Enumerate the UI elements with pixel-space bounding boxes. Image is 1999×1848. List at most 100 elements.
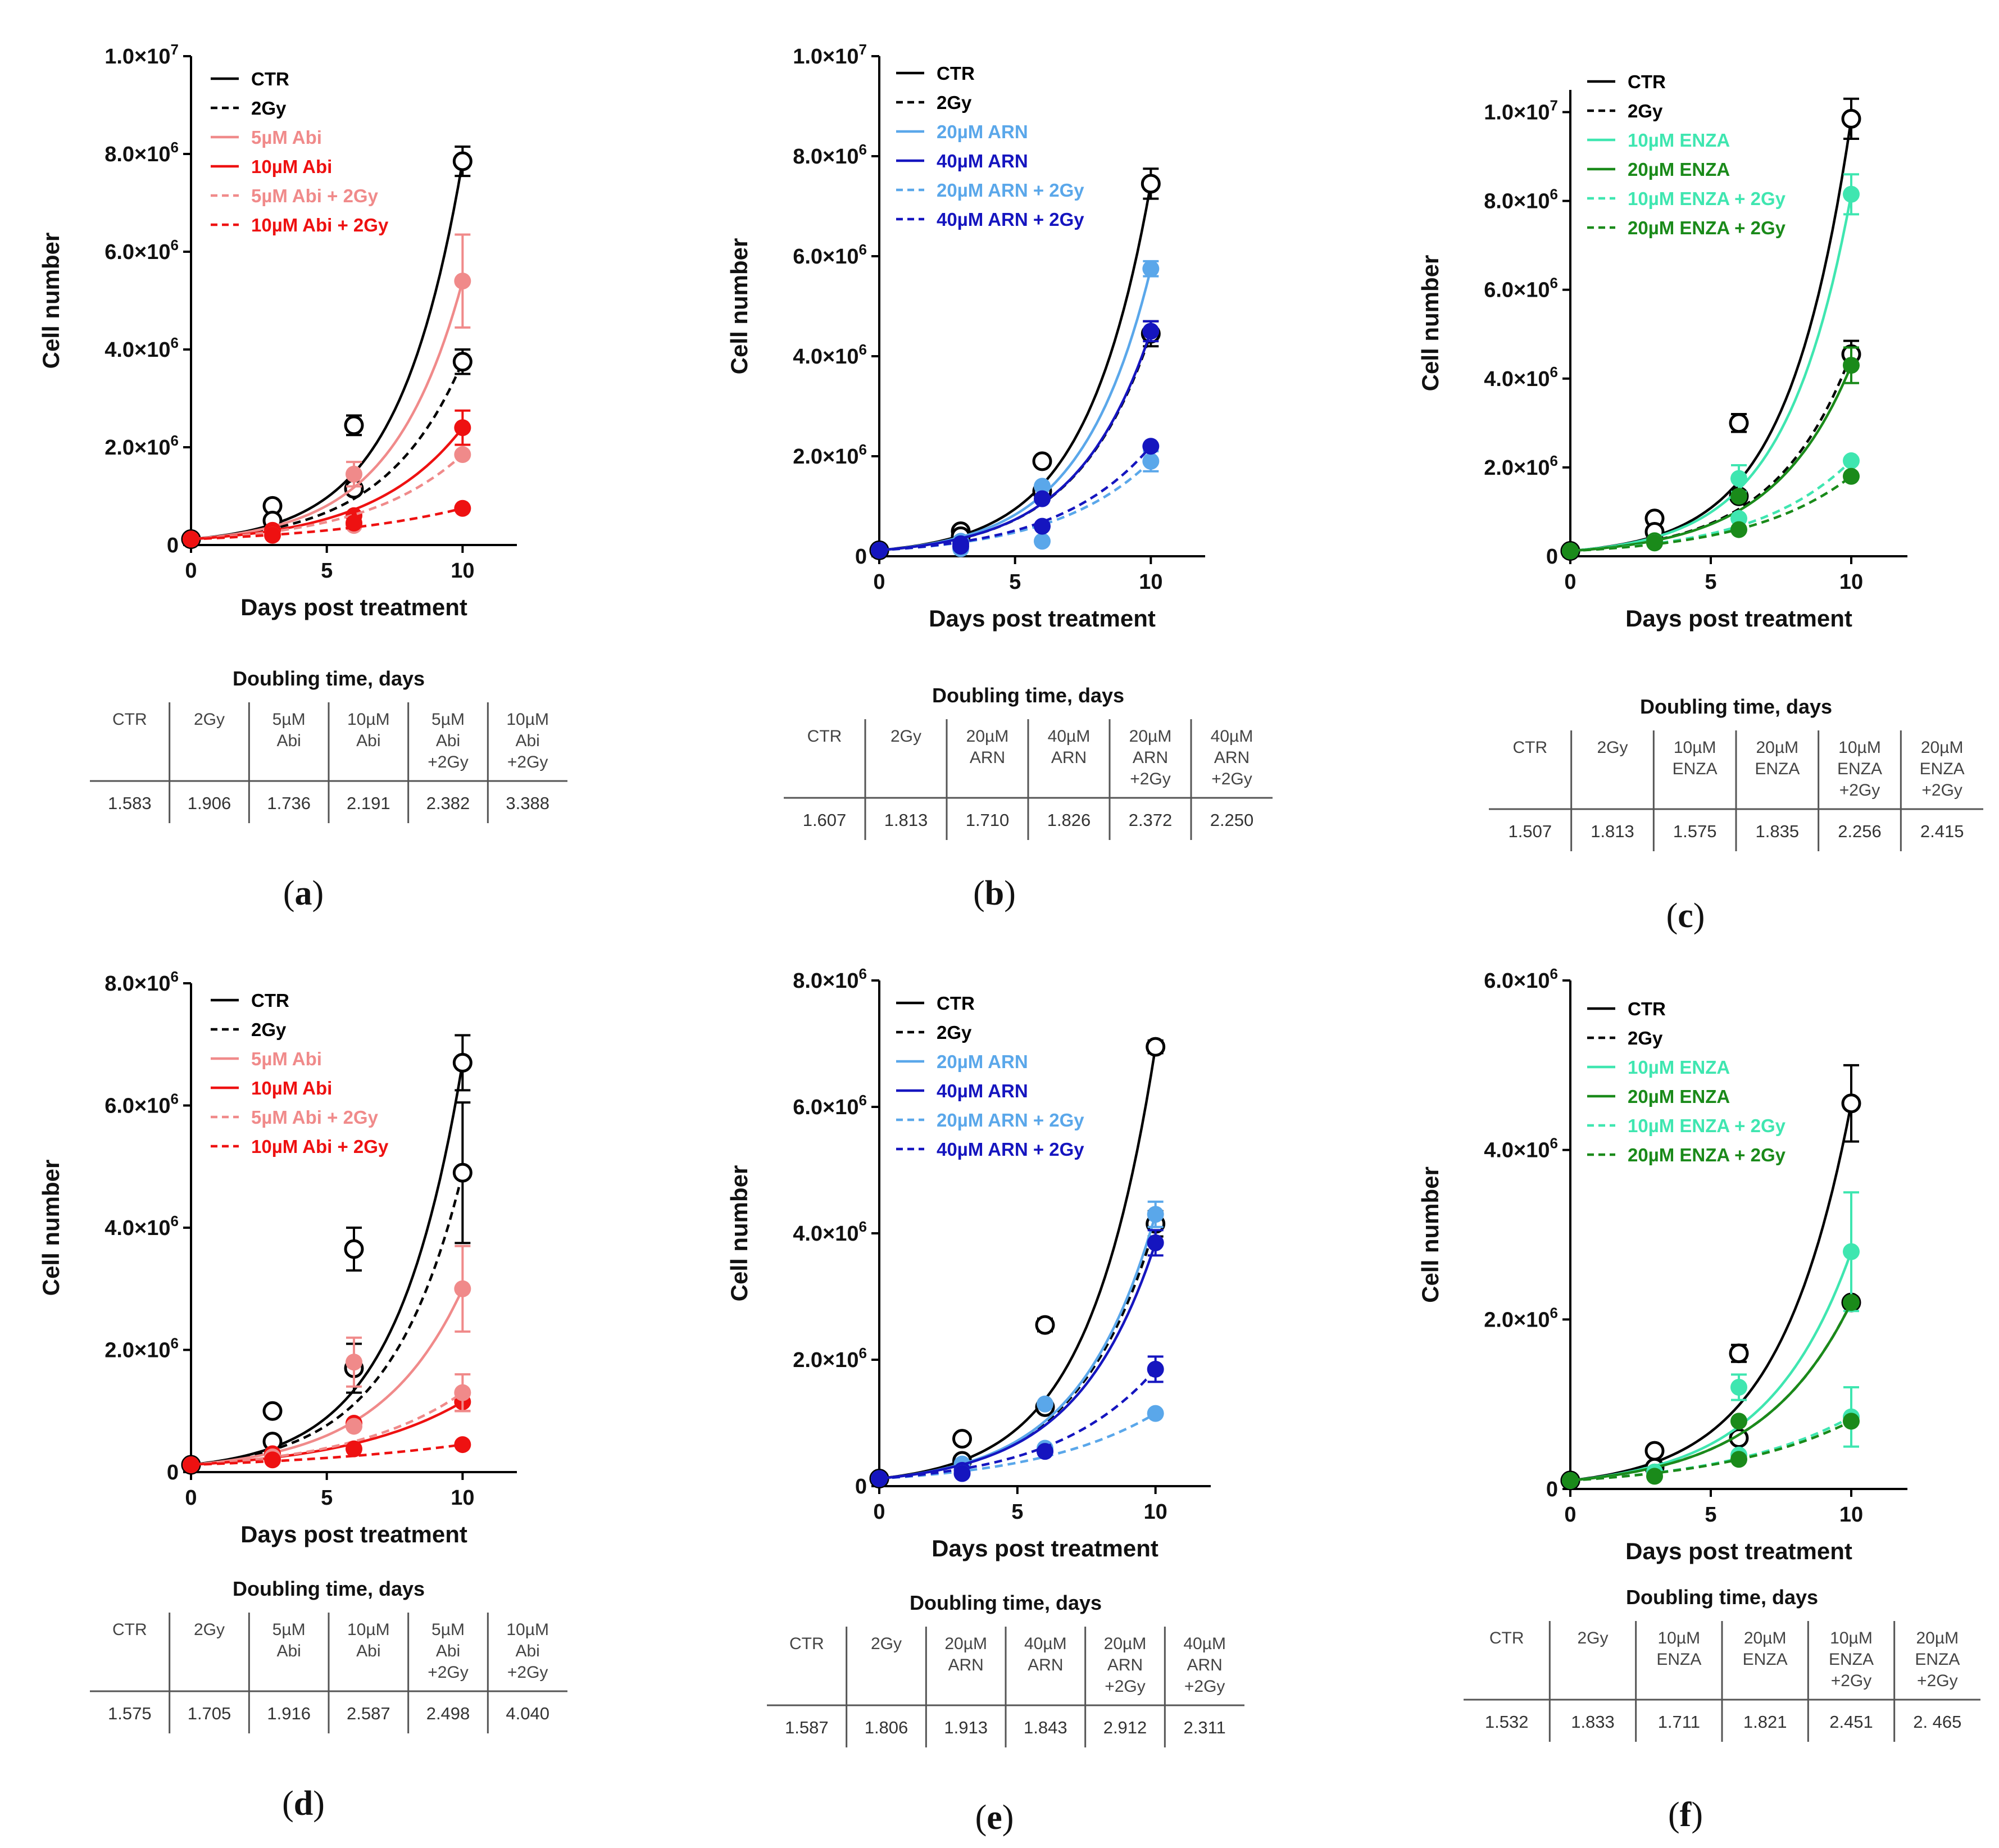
data-point (452, 1163, 473, 1183)
table-header: ARN (948, 1656, 983, 1674)
data-point (1142, 452, 1160, 470)
data-point (1730, 1451, 1747, 1468)
table-header: ENZA (1656, 1650, 1701, 1669)
table-header: +2Gy (1211, 770, 1252, 788)
table-title: Doubling time, days (910, 1591, 1102, 1614)
legend-label: 20µM ARN + 2Gy (937, 1110, 1084, 1130)
data-point (1142, 323, 1160, 340)
legend-label: 2Gy (937, 1022, 972, 1043)
table-header: +2Gy (1831, 1672, 1872, 1690)
table-header: Abi (356, 732, 380, 750)
y-tick-label: 0 (1546, 545, 1558, 569)
table-header: CTR (112, 1620, 147, 1639)
table-header: 2Gy (891, 727, 921, 746)
data-point (1141, 174, 1161, 194)
table-value: 3.388 (506, 793, 549, 813)
series-line-2 (879, 333, 1152, 552)
y-tick-label: 0 (167, 534, 179, 557)
data-point (953, 1465, 971, 1482)
data-point (1147, 1360, 1164, 1378)
y-tick-label: 8.0×106 (1484, 186, 1558, 214)
y-tick-label: 6.0×106 (105, 1091, 179, 1118)
data-point (344, 415, 364, 435)
x-axis-title: Days post treatment (932, 1535, 1158, 1561)
data-point (1730, 488, 1747, 505)
table-value: 1.705 (188, 1704, 231, 1723)
series-line-2 (190, 361, 464, 541)
table-header: 20µM (1916, 1629, 1959, 1647)
data-point (454, 1280, 471, 1297)
table-value: 1.813 (1591, 821, 1634, 841)
table-value: 2.256 (1838, 821, 1882, 841)
data-point (1729, 413, 1749, 433)
legend-label: 10µM ENZA (1628, 130, 1730, 151)
table-header: 2Gy (871, 1634, 902, 1653)
data-point (454, 273, 471, 290)
series-line-5 (190, 453, 464, 541)
legend-label: 5µM Abi (251, 127, 322, 148)
table-header: ENZA (1743, 1650, 1788, 1669)
data-point (454, 446, 471, 464)
data-point (1843, 467, 1860, 485)
x-axis-title: Days post treatment (240, 594, 467, 620)
data-point (1035, 1315, 1055, 1335)
y-tick-label: 6.0×106 (1484, 965, 1558, 993)
table-value: 1.575 (108, 1704, 152, 1723)
table-value: 1.833 (1571, 1712, 1615, 1732)
legend-label: 10µM Abi + 2Gy (251, 215, 389, 235)
table-header: 40µM (1211, 727, 1253, 746)
table-header: ARN (970, 748, 1005, 767)
table-value: 1.736 (267, 793, 311, 813)
y-axis-title: Cell number (726, 238, 752, 375)
x-axis-title: Days post treatment (1625, 605, 1852, 632)
legend-label: 20µM ARN (937, 1051, 1028, 1072)
legend-label: CTR (937, 993, 975, 1014)
table-header: +2Gy (1130, 770, 1171, 788)
table-value: 2.587 (347, 1704, 390, 1723)
series-line-3 (1570, 1251, 1853, 1482)
series-line-5 (190, 1391, 464, 1466)
legend-label: CTR (1628, 71, 1666, 92)
series-line-4 (879, 330, 1152, 552)
table-header: ARN (1028, 1656, 1063, 1674)
series-line-3 (1570, 194, 1853, 552)
x-axis-title: Days post treatment (240, 1521, 467, 1547)
table-header: ARN (1107, 1656, 1143, 1674)
y-tick-label: 4.0×106 (793, 341, 867, 369)
series-line-5 (879, 1412, 1156, 1480)
data-point (454, 500, 471, 517)
x-tick-label: 5 (321, 559, 333, 583)
table-header: CTR (1513, 738, 1548, 757)
data-point (1841, 1093, 1861, 1114)
table-value: 1.575 (1673, 821, 1717, 841)
y-tick-label: 6.0×106 (1484, 275, 1558, 302)
table-value: 2.415 (1920, 821, 1964, 841)
table-header: 2Gy (194, 710, 225, 729)
table-header: 20µM (1744, 1629, 1787, 1647)
y-tick-label: 2.0×106 (793, 1345, 867, 1372)
series-line-2 (1570, 353, 1853, 552)
data-point (1843, 185, 1860, 203)
table-value: 1.583 (108, 793, 152, 813)
series-line-2 (1570, 1302, 1853, 1482)
x-tick-label: 0 (1564, 1503, 1576, 1527)
series-line-6 (1570, 475, 1852, 552)
table-value: 1.906 (188, 793, 231, 813)
legend-label: 40µM ARN + 2Gy (937, 1139, 1084, 1160)
table-header: 2Gy (1577, 1629, 1608, 1647)
x-tick-label: 0 (1564, 570, 1576, 594)
table-header: +2Gy (1917, 1672, 1958, 1690)
table-title: Doubling time, days (1626, 1586, 1818, 1609)
data-point (952, 1429, 972, 1449)
data-point (871, 542, 888, 559)
y-tick-label: 2.0×106 (105, 1335, 179, 1363)
data-point (1146, 1037, 1166, 1057)
table-header: 40µM (1024, 1634, 1067, 1653)
data-point (452, 1052, 473, 1073)
table-value: 1.806 (865, 1718, 908, 1737)
table-header: 10µM (347, 1620, 390, 1639)
table-header: 2Gy (1597, 738, 1628, 757)
table-title: Doubling time, days (1640, 695, 1832, 718)
y-tick-label: 6.0×106 (105, 237, 179, 264)
